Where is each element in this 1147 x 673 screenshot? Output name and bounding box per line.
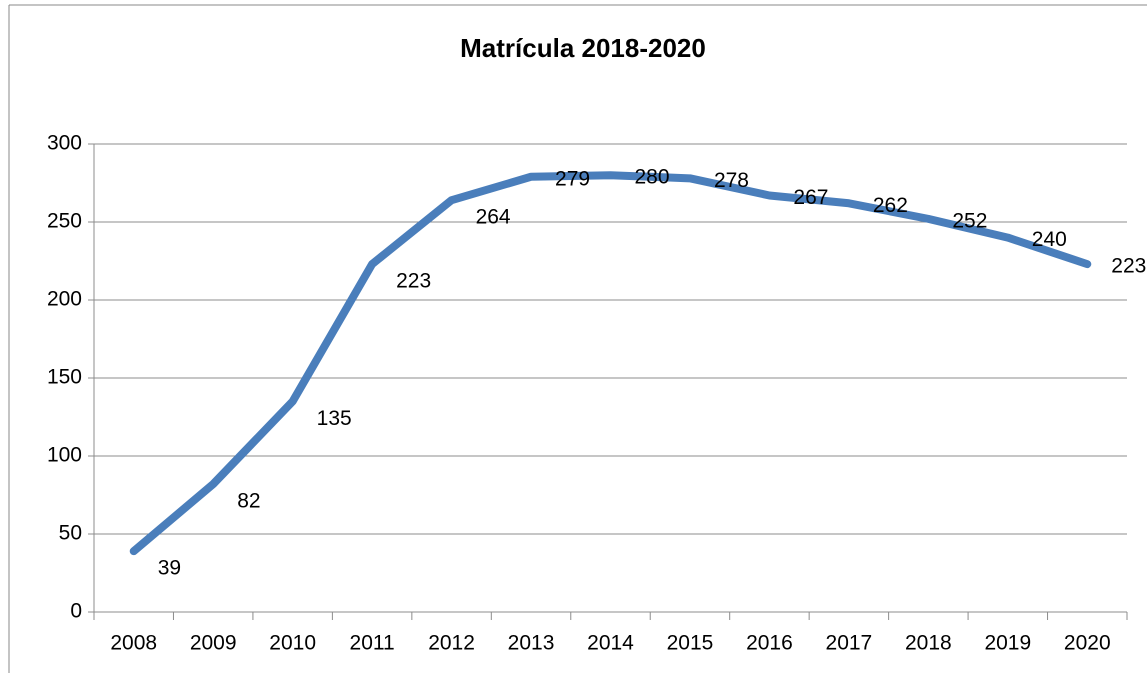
data-label: 252: [952, 209, 987, 232]
data-label: 223: [1111, 255, 1146, 278]
data-label: 82: [237, 490, 260, 513]
y-tick-label: 300: [47, 132, 82, 155]
data-label: 262: [873, 194, 908, 217]
data-label: 264: [476, 206, 511, 229]
data-label: 240: [1032, 228, 1067, 251]
data-label: 278: [714, 169, 749, 192]
y-tick-label: 0: [70, 600, 82, 623]
x-tick-label: 2008: [110, 632, 157, 655]
data-label: 223: [396, 270, 431, 293]
x-tick-label: 2014: [587, 632, 634, 655]
x-tick-label: 2010: [269, 632, 316, 655]
x-tick-label: 2013: [508, 632, 555, 655]
x-tick-label: 2020: [1064, 632, 1111, 655]
data-label: 279: [555, 167, 590, 190]
data-line: [129, 171, 1092, 556]
x-tick-label: 2019: [984, 632, 1031, 655]
y-tick-label: 100: [47, 444, 82, 467]
y-tick-label: 250: [47, 210, 82, 233]
x-tick-label: 2012: [428, 632, 475, 655]
data-label: 135: [317, 407, 352, 430]
x-tick-label: 2018: [905, 632, 952, 655]
x-tick-label: 2016: [746, 632, 793, 655]
x-tick-label: 2015: [667, 632, 714, 655]
x-tick-label: 2011: [350, 632, 395, 655]
y-tick-label: 50: [59, 522, 82, 545]
data-label: 280: [635, 166, 670, 189]
x-tick-label: 2017: [826, 632, 873, 655]
x-tick-label: 2009: [190, 632, 237, 655]
data-label: 267: [793, 186, 828, 209]
chart-title: Matrícula 2018-2020: [460, 33, 706, 63]
data-label: 39: [158, 557, 181, 580]
y-tick-label: 200: [47, 288, 82, 311]
y-tick-label: 150: [47, 366, 82, 389]
